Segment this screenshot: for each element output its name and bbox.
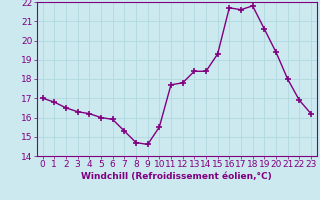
X-axis label: Windchill (Refroidissement éolien,°C): Windchill (Refroidissement éolien,°C) — [81, 172, 272, 181]
